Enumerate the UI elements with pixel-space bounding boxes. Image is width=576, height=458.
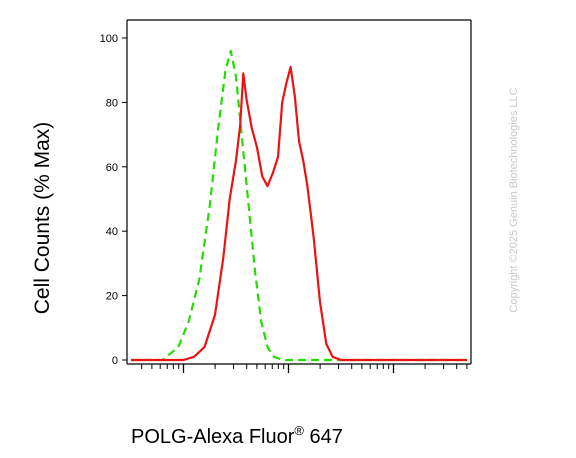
y-tick-label: 0 [112, 355, 118, 367]
x-axis-label-main: POLG-Alexa Fluor [131, 426, 295, 448]
y-axis-label: Cell Counts (% Max) [31, 122, 54, 315]
series-line-dashed-green [131, 49, 467, 362]
y-tick-label: 100 [100, 33, 118, 45]
x-axis-label: POLG-Alexa Fluor® 647 [131, 423, 343, 448]
x-axis-label-suffix: 647 [304, 426, 343, 448]
copyright-watermark: Copyright ©2025 Genuin Biotechnologies L… [508, 87, 520, 312]
x-axis-label-sup: ® [294, 423, 304, 438]
y-axis-ticks: 0 20 40 60 80 100 [100, 33, 127, 367]
series-layer [131, 49, 467, 362]
series-line-solid-red [131, 65, 467, 362]
y-tick-label: 20 [106, 291, 118, 303]
plot-frame [126, 19, 472, 365]
x-axis-ticks [141, 364, 468, 373]
y-tick-label: 40 [106, 226, 118, 238]
y-tick-label: 80 [106, 97, 118, 109]
y-tick-label: 60 [106, 162, 118, 174]
